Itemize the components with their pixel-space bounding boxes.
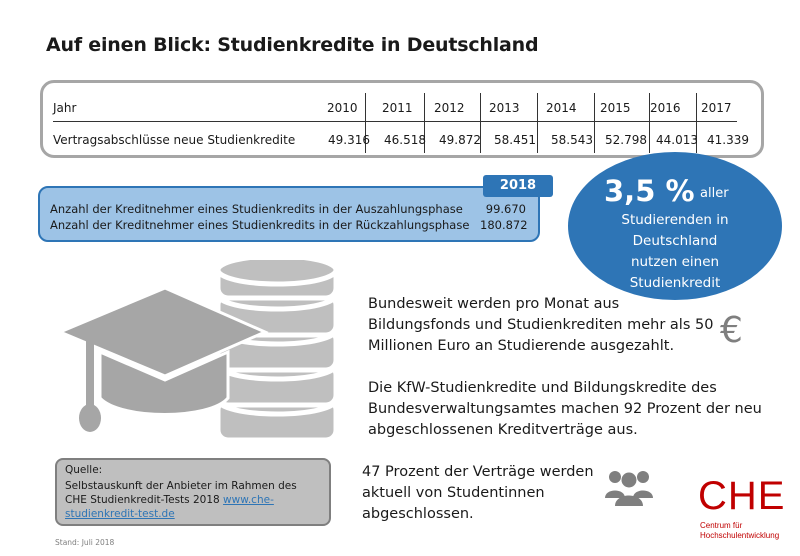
table-row-label: Vertragsabschlüsse neue Studienkredite xyxy=(53,133,296,147)
coins-stack-icon xyxy=(215,260,339,443)
value-cell: 52.798 xyxy=(605,133,647,147)
source-text: Selbstauskunft der Anbieter im Rahmen de… xyxy=(65,480,297,506)
people-group-icon xyxy=(605,471,653,506)
source-heading: Quelle: xyxy=(65,464,103,476)
borrowers-label: Anzahl der Kreditnehmer eines Studienkre… xyxy=(50,202,463,216)
source-text-block: Selbstauskunft der Anbieter im Rahmen de… xyxy=(65,479,321,521)
year-cell: 2011 xyxy=(382,101,413,115)
fact-female-share: 47 Prozent der Verträge werden aktuell v… xyxy=(362,464,594,522)
column-divider xyxy=(365,93,366,153)
year-cell: 2015 xyxy=(600,101,631,115)
borrowers-box: Anzahl der Kreditnehmer eines Studienkre… xyxy=(38,186,540,242)
year-cell: 2012 xyxy=(434,101,465,115)
column-divider xyxy=(594,93,595,153)
year-badge: 2018 xyxy=(483,175,553,197)
highlight-ellipse: 3,5 % aller Studierenden in Deutschland … xyxy=(568,152,782,300)
year-cell: 2014 xyxy=(546,101,577,115)
table-divider xyxy=(53,121,737,122)
che-logo-subtitle: Centrum für Hochschulentwicklung xyxy=(700,521,779,541)
status-date: Stand: Juli 2018 xyxy=(55,538,115,547)
fact-kfw-share: Die KfW-Studienkredite und Bildungskredi… xyxy=(368,380,762,438)
euro-icon: € xyxy=(720,310,743,351)
che-logo: CHE xyxy=(698,474,785,519)
highlight-line: Deutschland xyxy=(632,233,718,249)
graduation-cap-coins-illustration xyxy=(56,260,339,443)
year-cell: 2016 xyxy=(650,101,681,115)
value-cell: 41.339 xyxy=(707,133,749,147)
value-cell: 46.518 xyxy=(384,133,426,147)
column-divider xyxy=(480,93,481,153)
value-cell: 58.543 xyxy=(551,133,593,147)
year-cell: 2017 xyxy=(701,101,732,115)
column-divider xyxy=(649,93,650,153)
contracts-table: Jahr 2010 2011 2012 2013 2014 2015 2016 … xyxy=(40,80,764,158)
value-cell: 44.013 xyxy=(656,133,698,147)
source-link[interactable]: www.che-studienkredit-test.de xyxy=(65,494,274,520)
borrowers-label: Anzahl der Kreditnehmer eines Studienkre… xyxy=(50,218,470,232)
column-divider xyxy=(696,93,697,153)
value-cell: 49.872 xyxy=(439,133,481,147)
page-title: Auf einen Blick: Studienkredite in Deuts… xyxy=(46,34,539,56)
highlight-percent: 3,5 % xyxy=(604,174,695,208)
value-cell: 49.316 xyxy=(328,133,370,147)
highlight-line: Studierenden in xyxy=(621,212,729,228)
che-subtitle-line: Hochschulentwicklung xyxy=(700,531,780,540)
borrowers-value: 99.670 xyxy=(485,202,526,216)
value-cell: 58.451 xyxy=(494,133,536,147)
highlight-small: aller xyxy=(700,186,729,201)
che-subtitle-line: Centrum für xyxy=(700,521,743,530)
year-cell: 2013 xyxy=(489,101,520,115)
fact-monthly-payout: Bundesweit werden pro Monat aus Bildungs… xyxy=(368,296,714,354)
column-divider xyxy=(424,93,425,153)
che-logo-he: HE xyxy=(727,474,786,518)
che-logo-c: C xyxy=(698,474,728,518)
highlight-line: nutzen einen xyxy=(630,254,720,270)
source-box: Quelle: Selbstauskunft der Anbieter im R… xyxy=(55,458,331,526)
graduation-cap-icon xyxy=(56,286,269,432)
table-header-row: Jahr 2010 2011 2012 2013 2014 2015 2016 … xyxy=(43,95,761,123)
table-header-label: Jahr xyxy=(53,101,77,115)
borrowers-value: 180.872 xyxy=(480,218,528,232)
year-cell: 2010 xyxy=(327,101,358,115)
column-divider xyxy=(537,93,538,153)
table-row: Vertragsabschlüsse neue Studienkredite 4… xyxy=(43,127,761,155)
highlight-line: Studienkredit xyxy=(629,275,721,291)
